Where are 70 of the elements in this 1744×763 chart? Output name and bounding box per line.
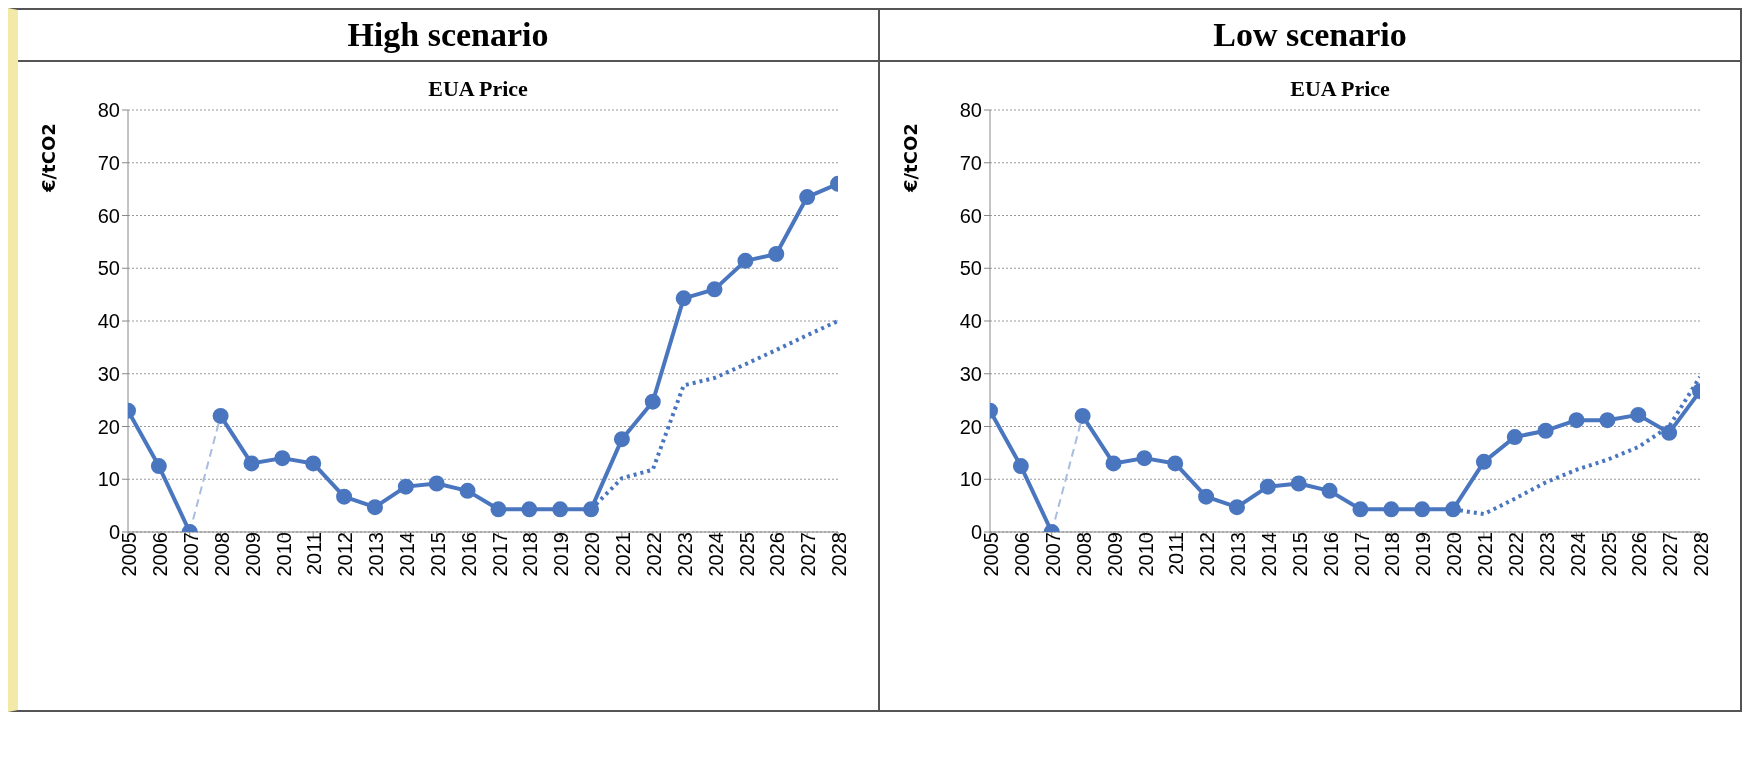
x-tick-label: 2018 (1381, 532, 1404, 577)
chart-subtitle: EUA Price (1290, 76, 1390, 101)
x-tick-label: 2016 (457, 532, 480, 577)
x-tick-label: 2028 (828, 532, 851, 577)
y-tick-label: 20 (97, 415, 120, 438)
x-tick-label: 2006 (1011, 532, 1034, 577)
x-tick-label: 2014 (396, 532, 419, 577)
x-tick-label: 2023 (673, 532, 696, 577)
x-tick-label: 2011 (303, 532, 326, 576)
x-tick-label: 2019 (550, 532, 573, 577)
x-tick-label: 2025 (735, 532, 758, 577)
x-tick-label: 2023 (1535, 532, 1558, 577)
chart-subtitle: EUA Price (428, 76, 528, 101)
x-tick-label: 2028 (1690, 532, 1713, 577)
x-tick-label: 2015 (426, 532, 449, 577)
x-tick-label: 2026 (766, 532, 789, 577)
x-tick-label: 2018 (519, 532, 542, 577)
y-tick-label: 40 (959, 310, 982, 333)
y-tick-label: 70 (959, 151, 982, 174)
x-tick-label: 2009 (241, 532, 264, 577)
y-axis-title: €/tCO2 (900, 123, 921, 192)
y-tick-label: 30 (97, 362, 120, 385)
y-tick-label: 0 (970, 521, 982, 544)
y-tick-label: 10 (959, 468, 982, 491)
x-tick-label: 2027 (1659, 532, 1682, 577)
x-tick-label: 2022 (642, 532, 665, 577)
y-tick-label: 30 (959, 362, 982, 385)
x-tick-label: 2008 (1072, 532, 1095, 577)
x-tick-label: 2026 (1628, 532, 1651, 577)
x-tick-label: 2020 (581, 532, 604, 577)
chart-title: Low scenario (880, 10, 1740, 62)
x-tick-label: 2017 (488, 532, 511, 577)
x-tick-label: 2027 (797, 532, 820, 577)
y-tick-label: 50 (97, 257, 120, 280)
y-tick-label: 50 (959, 257, 982, 280)
x-tick-label: 2008 (210, 532, 233, 577)
y-tick-label: 20 (959, 415, 982, 438)
x-tick-label: 2007 (1041, 532, 1064, 577)
x-tick-label: 2021 (612, 532, 635, 577)
y-tick-label: 80 (959, 99, 982, 122)
x-tick-label: 2015 (1288, 532, 1311, 577)
x-tick-label: 2010 (1134, 532, 1157, 577)
x-tick-label: 2022 (1504, 532, 1527, 577)
x-tick-label: 2013 (365, 532, 388, 577)
x-tick-label: 2006 (149, 532, 172, 577)
x-tick-label: 2007 (179, 532, 202, 577)
y-tick-label: 60 (959, 204, 982, 227)
x-tick-label: 2012 (1196, 532, 1219, 577)
y-tick-label: 60 (97, 204, 120, 227)
x-tick-label: 2016 (1319, 532, 1342, 577)
x-tick-label: 2012 (334, 532, 357, 577)
x-tick-label: 2017 (1350, 532, 1373, 577)
y-tick-label: 40 (97, 310, 120, 333)
x-tick-label: 2024 (704, 532, 727, 577)
y-tick-label: 0 (108, 521, 120, 544)
x-tick-label: 2020 (1443, 532, 1466, 577)
y-tick-label: 80 (97, 99, 120, 122)
x-tick-label: 2014 (1258, 532, 1281, 577)
x-tick-label: 2019 (1412, 532, 1435, 577)
x-tick-label: 2021 (1474, 532, 1497, 577)
x-tick-label: 2009 (1103, 532, 1126, 577)
x-tick-label: 2025 (1597, 532, 1620, 577)
chart-title: High scenario (18, 10, 878, 62)
y-tick-label: 10 (97, 468, 120, 491)
x-tick-label: 2013 (1227, 532, 1250, 577)
x-tick-label: 2024 (1566, 532, 1589, 577)
x-tick-label: 2010 (272, 532, 295, 577)
x-tick-label: 2011 (1165, 532, 1188, 576)
y-tick-label: 70 (97, 151, 120, 174)
y-axis-title: €/tCO2 (38, 123, 59, 192)
